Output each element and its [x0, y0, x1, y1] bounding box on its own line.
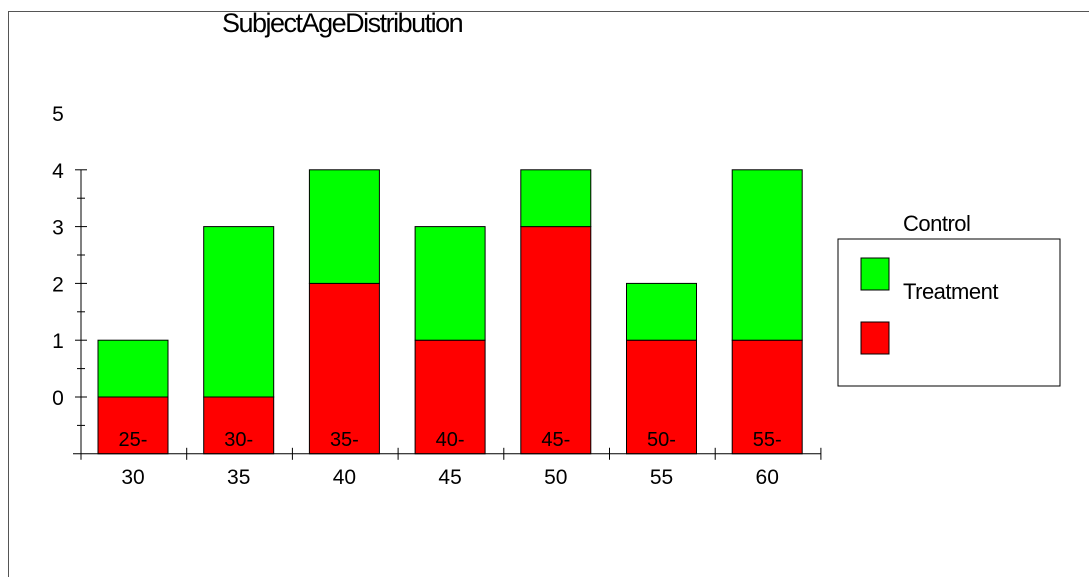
legend-swatch-green	[860, 257, 890, 291]
bar-segment-red	[520, 226, 592, 455]
bar-label: 25-	[119, 429, 148, 451]
x-tick-label: 60	[756, 466, 779, 489]
bar-label: 50-	[647, 429, 676, 451]
bar-label: 30-	[224, 429, 253, 451]
legend-swatch-red	[860, 321, 890, 355]
bar-label: 40-	[436, 429, 465, 451]
bar-segment-green	[626, 282, 697, 341]
bar-segment-green	[520, 169, 592, 228]
x-tick-label: 30	[121, 466, 144, 489]
x-tick-label: 40	[333, 466, 356, 489]
bars-group: 25- 30- 35- 40- 45- 50- 55-	[97, 169, 803, 455]
bar-segment-red	[203, 396, 275, 455]
bar-label: 45-	[541, 429, 570, 451]
bar-label: 55-	[753, 429, 782, 451]
legend-entry-label: Treatment	[903, 279, 998, 304]
bar-segment-green	[731, 169, 803, 341]
x-tick-label: 45	[438, 466, 461, 489]
bar-segment-green	[414, 226, 486, 341]
legend: Control Treatment	[837, 211, 1061, 387]
bar-label: 35-	[330, 429, 359, 451]
chart-title: SubjectAgeDistribution	[222, 8, 463, 38]
y-tick-label: 1	[52, 330, 64, 353]
y-tick-label: 5	[52, 103, 64, 126]
frame-border-left	[8, 11, 9, 577]
bar-segment-green	[308, 169, 380, 284]
x-tick-label: 35	[227, 466, 250, 489]
y-tick-label: 3	[52, 217, 64, 240]
legend-title: Control	[903, 211, 970, 236]
y-tick-label: 4	[52, 160, 64, 183]
y-tick-label: 0	[52, 387, 64, 410]
y-tick-label: 2	[52, 273, 64, 296]
bar-segment-green	[203, 226, 275, 398]
bar-segment-green	[97, 339, 169, 398]
frame-border-top	[8, 11, 1089, 12]
x-tick-label: 50	[544, 466, 567, 489]
x-tick-label: 55	[650, 466, 673, 489]
